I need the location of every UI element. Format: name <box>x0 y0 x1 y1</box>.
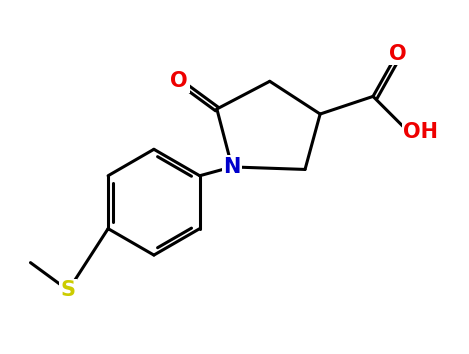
Text: O: O <box>170 71 188 91</box>
Text: O: O <box>389 44 407 64</box>
Text: OH: OH <box>403 122 439 142</box>
Text: N: N <box>223 157 241 177</box>
Text: S: S <box>61 280 76 300</box>
